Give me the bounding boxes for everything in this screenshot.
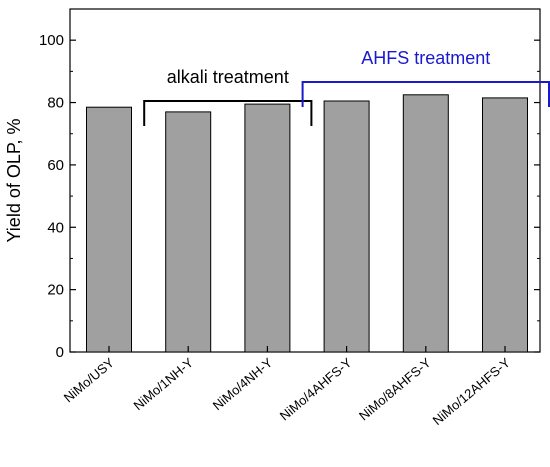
bar: [482, 97, 528, 353]
bars-group: [86, 94, 528, 353]
bar: [165, 111, 212, 353]
bar: [323, 100, 370, 353]
bar: [244, 103, 291, 353]
annotations: alkali treatment AHFS treatment: [143, 48, 550, 126]
y-tick-label: 60: [47, 157, 64, 174]
y-tick-label: 0: [56, 344, 64, 361]
y-tick-label: 20: [47, 282, 64, 299]
x-category-label: NiMo/12AHFS-Y: [430, 355, 513, 428]
x-category-label: NiMo/USY: [61, 355, 117, 406]
bar: [86, 106, 132, 353]
x-category-label: NiMo/4AHFS-Y: [277, 355, 355, 424]
annotation-label: AHFS treatment: [361, 48, 490, 68]
x-category-label: NiMo/1NH-Y: [131, 355, 197, 414]
x-axis-categories: NiMo/USY NiMo/1NH-Y NiMo/4NH-Y NiMo/4AHFS-Y…: [61, 346, 513, 428]
y-axis-ticks: 0 20 40 60 80 100: [39, 32, 540, 361]
y-tick-label: 40: [47, 219, 64, 236]
annotation-bracket: [143, 100, 313, 126]
annotation-label: alkali treatment: [167, 67, 289, 87]
bar: [402, 94, 449, 353]
y-tick-label: 80: [47, 95, 64, 112]
annotation-bracket: [301, 81, 550, 107]
y-tick-label: 100: [39, 32, 64, 49]
x-category-label: NiMo/4NH-Y: [210, 355, 276, 414]
plot-frame: [69, 8, 541, 353]
x-category-label: NiMo/8AHFS-Y: [356, 355, 434, 424]
y-axis-label: Yield of OLP, %: [4, 118, 24, 242]
